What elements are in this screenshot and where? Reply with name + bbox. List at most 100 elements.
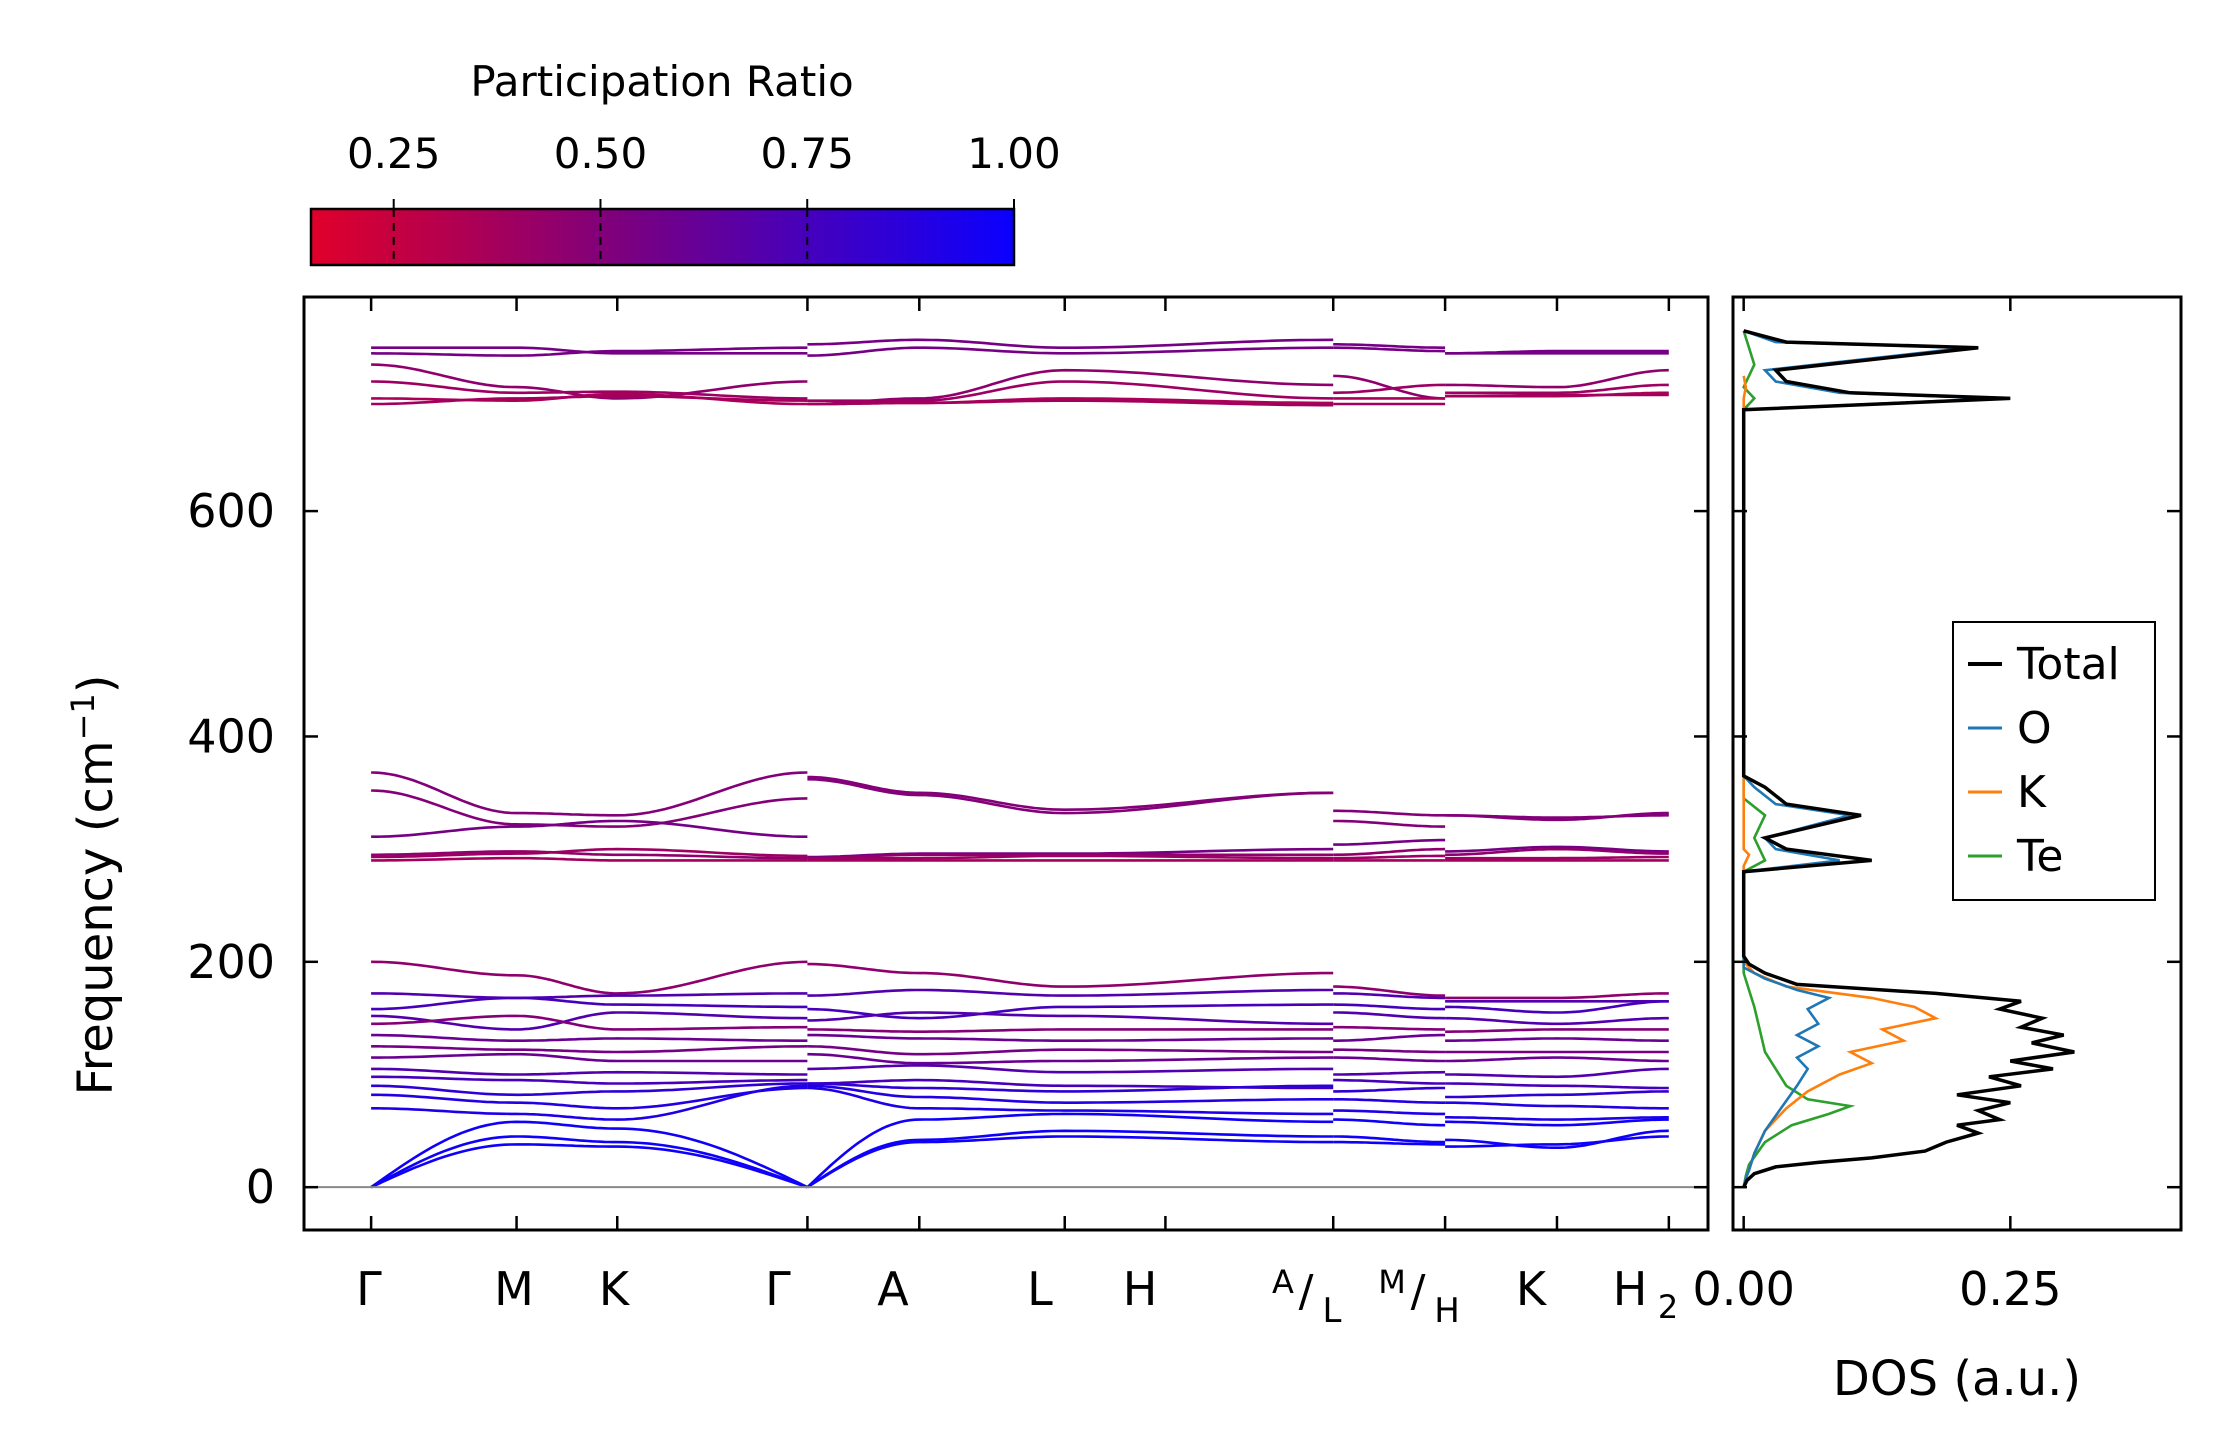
kpoint-label-a-l: A / L [1272,1263,1341,1331]
band-mode-line [1445,383,1669,395]
band-y-tick-label: 0 [246,1160,275,1214]
band-mode-line [1333,847,1446,857]
band-mode-line [1333,374,1446,400]
band-mode-line [1333,1140,1446,1146]
colorbar-bar [309,207,1016,267]
band-mode-line [371,1052,808,1063]
colorbar-ticks: 0.25 0.50 0.75 1.00 [347,129,1061,265]
band-mode-line [807,380,1334,403]
band-mode-line [1333,838,1446,846]
band-mode-line [806,1129,1334,1189]
band-mode-line [371,1067,808,1076]
colorbar-tick-label: 0.25 [347,129,441,178]
band-mode-line [1333,809,1446,817]
band-mode-line [1445,1135,1669,1148]
band-mode-line [371,996,808,1011]
band-mode-line [807,1033,1334,1042]
band-mode-line [807,1003,1334,1020]
band-mode-line [1445,1082,1669,1090]
band-mode-line [1445,1016,1669,1026]
legend-label: K [2017,767,2047,818]
band-mode-line [1445,1037,1669,1042]
band-mode-line [371,960,808,995]
kpoint-label-h-1: H [1123,1262,1158,1316]
band-mode-line [371,992,808,1000]
band-mode-line [1333,1135,1446,1144]
band-y-ticks: 0 200 400 600 [187,484,1708,1214]
band-mode-line [371,1082,808,1097]
band-mode-line [1445,1067,1669,1079]
kpoint-label-m-h: M / H [1378,1263,1460,1331]
band-mode-line [1445,1056,1669,1063]
kpoint-label-h2-main: H [1613,1262,1648,1316]
kpoint-label-m-h-top: M [1378,1263,1406,1301]
band-mode-line [1445,1129,1669,1149]
dos-plot: 0.00 0.25 DOS (a.u.) Total OK Te [1692,295,2183,1407]
kpoint-label-gamma-2: Γ [765,1262,791,1316]
band-mode-line [371,819,808,839]
band-mode-line [807,1084,1334,1104]
legend-label: O [2017,703,2052,754]
band-mode-line [371,847,808,859]
band-x-ticks [369,297,1671,1230]
band-mode-line [371,1086,808,1110]
colorbar-title: Participation Ratio [470,57,853,106]
band-mode-line [1333,1033,1446,1042]
band-mode-line [807,1028,1334,1033]
band-mode-line [1333,1109,1446,1116]
kpoint-label-m-h-slash: / [1411,1266,1426,1317]
kpoint-label-a-l-top: A [1272,1263,1294,1301]
kpoint-label-h2: H 2 [1613,1262,1678,1326]
legend-items: Total OK Te [1968,639,2120,882]
band-mode-line [1445,992,1669,1000]
band-mode-line [371,789,808,828]
band-mode-line [371,346,808,355]
band-mode-line [1445,1028,1669,1033]
kpoint-label-h2-sub: 2 [1658,1288,1678,1326]
dos-legend: Total OK Te [1952,621,2156,901]
band-mode-line [1333,1086,1446,1093]
dos-series-total [1741,329,2075,1188]
band-mode-line [1333,342,1446,350]
colorbar: Participation Ratio 0.25 0.50 0.75 1.00 [309,57,1061,267]
band-mode-line [370,1120,808,1189]
band-y-tick-label: 200 [187,935,275,989]
band-mode-line [807,1011,1334,1026]
kpoint-label-l: L [1027,1262,1053,1316]
band-mode-line [371,1084,808,1121]
band-mode-line [806,1135,1334,1189]
band-mode-line [370,1135,808,1189]
band-mode-line [807,399,1334,407]
band-y-tick-label: 400 [187,709,275,763]
band-mode-line [1333,1078,1446,1085]
ylabel-superscript: −1 [64,693,102,740]
band-mode-line [1445,845,1669,853]
band-mode-line [807,338,1334,350]
band-mode-line [807,346,1334,357]
kpoint-label-a: A [877,1262,909,1316]
band-mode-line [1333,1025,1446,1031]
band-mode-line [370,1143,808,1189]
kpoint-label-gamma-1: Γ [356,1262,382,1316]
dos-x-tick-label: 0.25 [1959,1262,2061,1316]
band-mode-line [371,850,808,860]
band-mode-line [1445,393,1669,398]
band-mode-line [371,771,808,817]
colorbar-tick-label: 0.75 [760,129,854,178]
band-plot-frame [302,295,1710,1232]
band-mode-line [1333,992,1446,1000]
dos-x-axis-label: DOS (a.u.) [1833,1351,2081,1407]
band-mode-line [807,1052,1334,1065]
band-mode-line [1333,1011,1446,1020]
band-mode-line [807,854,1334,860]
colorbar-tick-label: 1.00 [967,129,1061,178]
dos-x-ticks: 0.00 0.25 [1692,297,2062,1316]
band-mode-line [807,777,1334,815]
band-mode-line [807,1086,1334,1116]
band-mode-line [371,346,808,357]
band-mode-line [1445,1101,1669,1110]
band-mode-line [806,1112,1334,1189]
band-mode-line [1445,855,1669,860]
kpoint-label-a-l-bottom: L [1323,1291,1342,1331]
